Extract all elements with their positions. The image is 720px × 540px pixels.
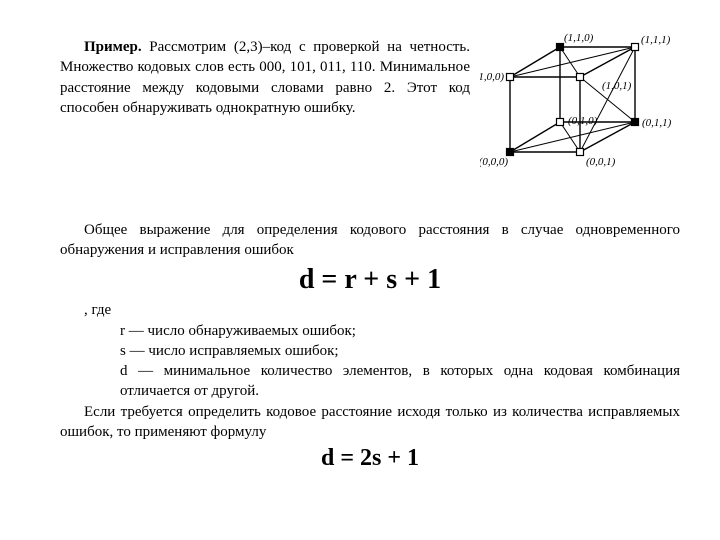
example-paragraph: Пример. Рассмотрим (2,3)–код с проверкой… (60, 22, 480, 133)
body-section: Общее выражение для определения кодового… (60, 220, 680, 474)
formula-d-r-s-1: d = r + s + 1 (60, 261, 680, 299)
formula-d-2s-1: d = 2s + 1 (60, 442, 680, 474)
def-r: r — число обнаруживаемых ошибок; (120, 321, 680, 341)
para-general-expression: Общее выражение для определения кодового… (60, 220, 680, 261)
para-correction-only: Если требуется определить кодовое рассто… (60, 402, 680, 443)
cube-svg: (0,0,0) (0,0,1) (1,0,0) (1,0,1) (0,1,0) (0,1,… (480, 22, 680, 172)
cube-figure: (0,0,0) (0,0,1) (1,0,0) (1,0,1) (0,1,0) (0,1,… (480, 22, 680, 172)
def-s: s — число исправляемых ошибок; (120, 341, 680, 361)
svg-text:(1,1,1): (1,1,1) (641, 34, 671, 46)
top-row: Пример. Рассмотрим (2,3)–код с проверкой… (60, 22, 680, 172)
def-d: d — минимальное количество элементов, в … (120, 361, 680, 402)
svg-text:(1,0,1): (1,0,1) (602, 80, 632, 92)
page: Пример. Рассмотрим (2,3)–код с проверкой… (0, 0, 720, 494)
where-label: , где (60, 300, 680, 320)
svg-text:(1,0,0): (1,0,0) (480, 71, 504, 83)
svg-text:(0,1,1): (0,1,1) (642, 117, 672, 129)
svg-text:(1,1,0): (1,1,0) (564, 32, 594, 44)
example-label: Пример. (84, 39, 142, 55)
svg-text:(0,0,0): (0,0,0) (480, 156, 508, 168)
svg-text:(0,0,1): (0,0,1) (586, 156, 616, 168)
svg-text:(0,1,0): (0,1,0) (568, 115, 598, 127)
definitions-list: , где r — число обнаруживаемых ошибок; s… (60, 300, 680, 401)
